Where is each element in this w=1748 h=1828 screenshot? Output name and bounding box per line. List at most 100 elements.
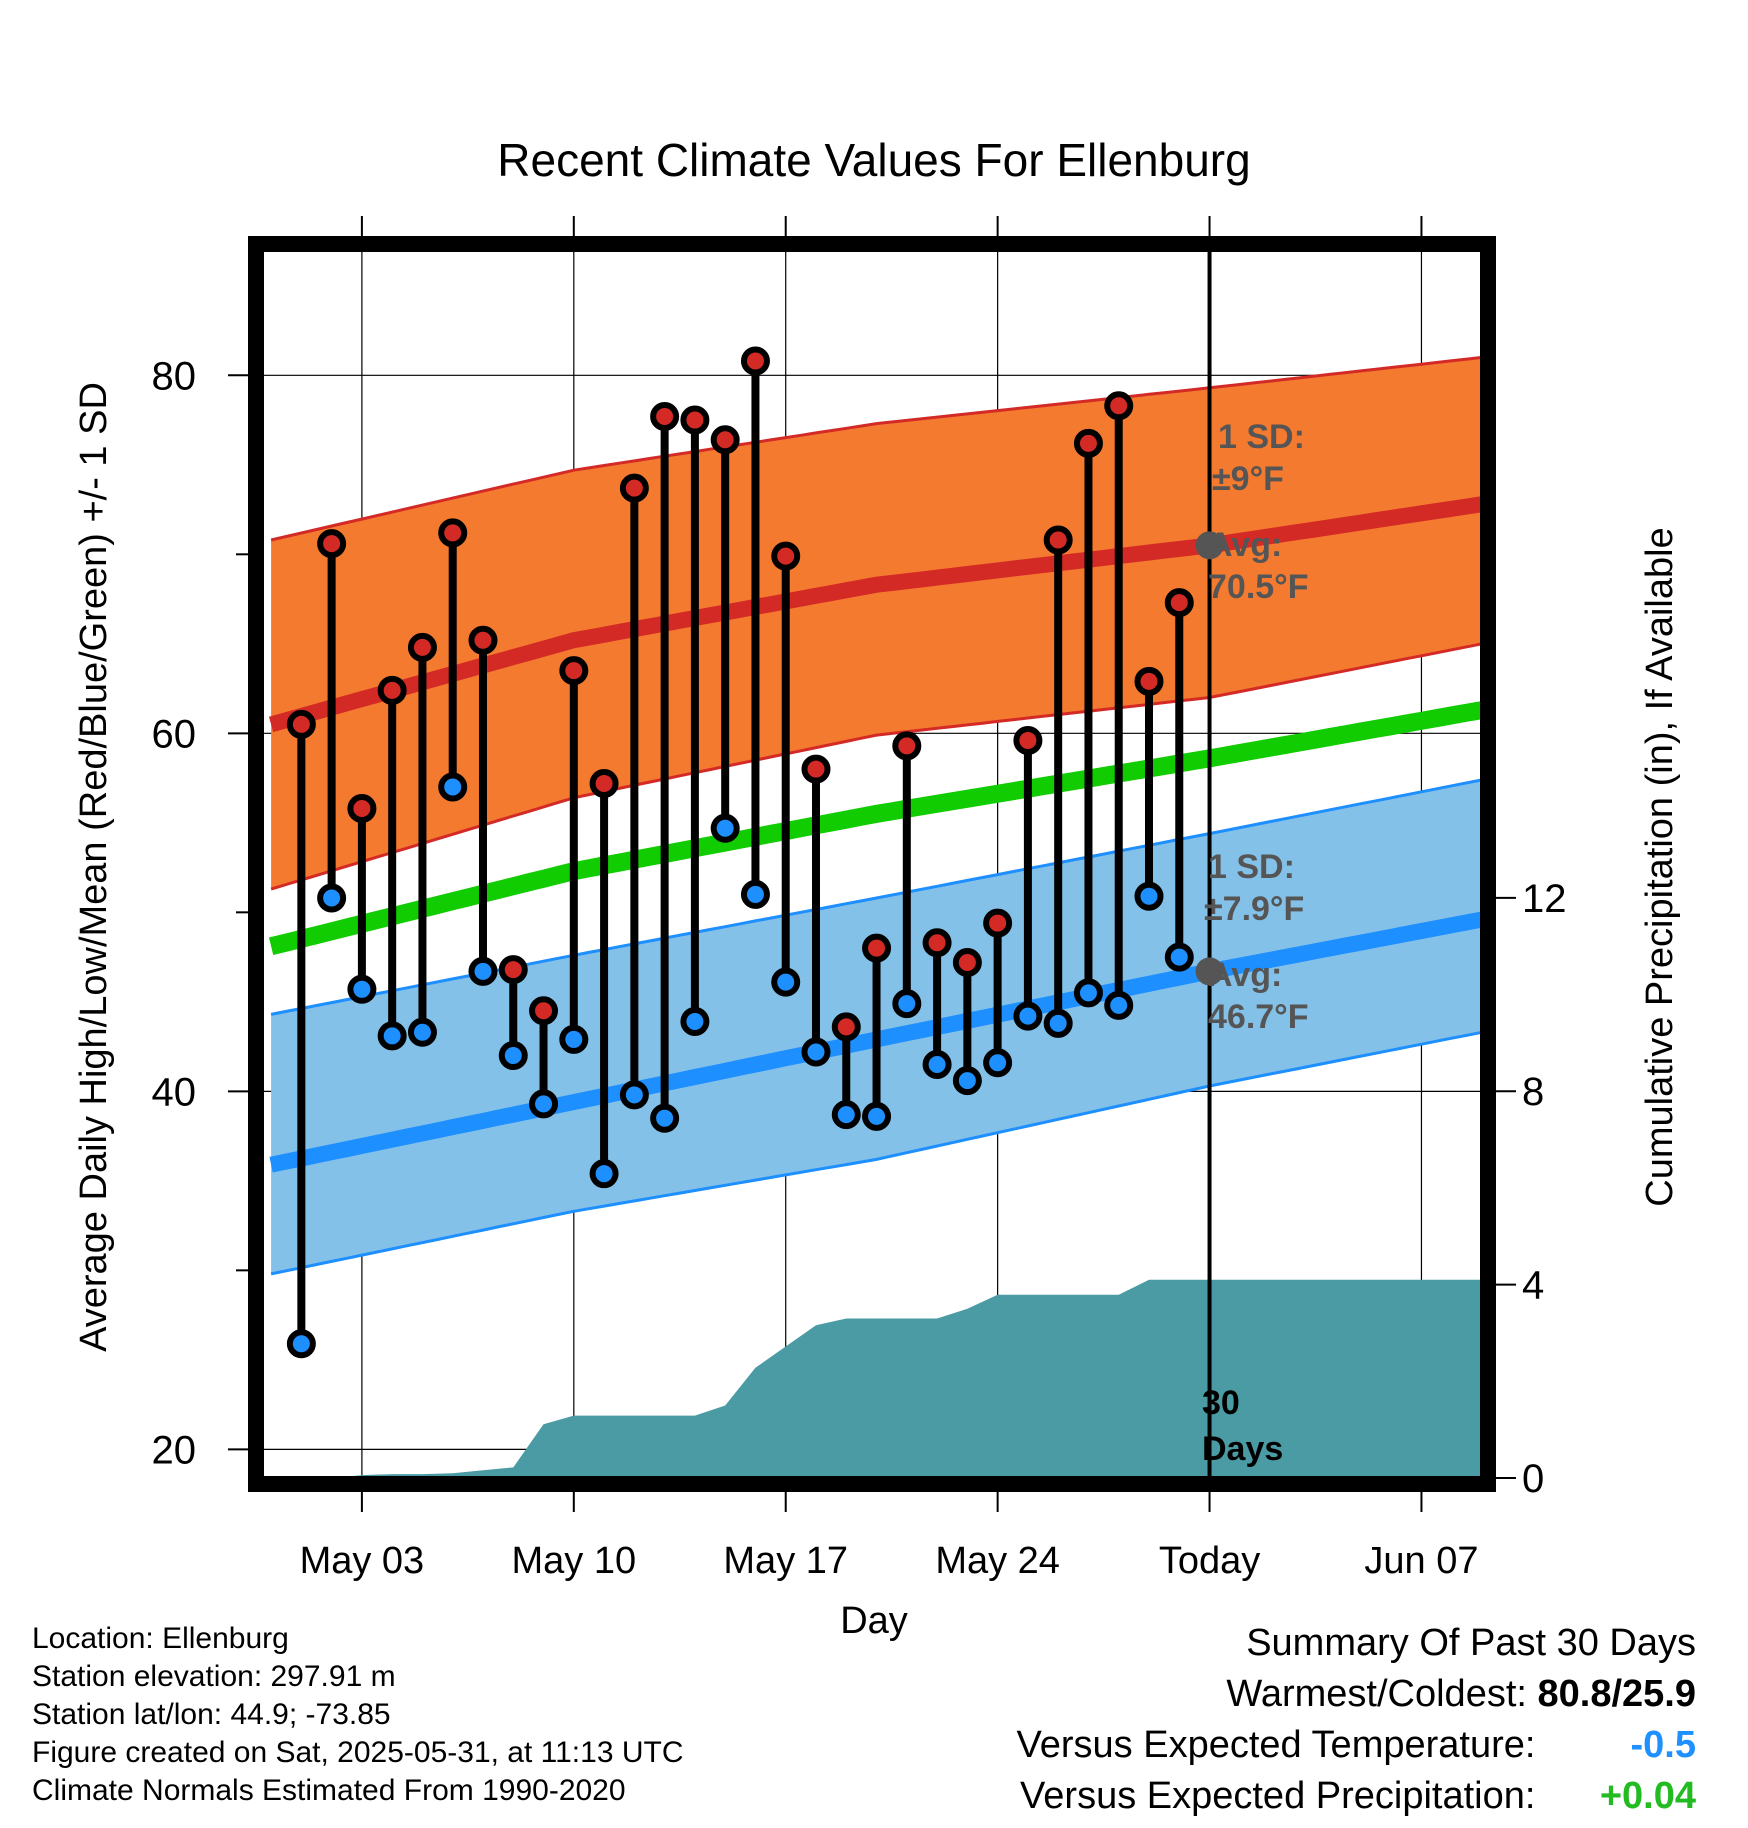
daily-low-point bbox=[559, 1024, 589, 1054]
daily-low-point bbox=[771, 967, 801, 997]
info-normals: Climate Normals Estimated From 1990-2020 bbox=[32, 1774, 626, 1807]
daily-high-point bbox=[1073, 428, 1103, 458]
daily-high-point bbox=[680, 405, 710, 435]
summary-precip-row: Versus Expected Precipitation: +0.04 bbox=[1017, 1771, 1696, 1822]
daily-low-point bbox=[407, 1017, 437, 1047]
daily-high-point bbox=[922, 928, 952, 958]
daily-low-point bbox=[377, 1021, 407, 1051]
summary-precip-label: Versus Expected Precipitation: bbox=[1020, 1775, 1536, 1817]
daily-high-point bbox=[347, 794, 377, 824]
daily-high-point bbox=[559, 656, 589, 686]
daily-low-point bbox=[862, 1101, 892, 1131]
daily-high-point bbox=[619, 473, 649, 503]
info-elevation: Station elevation: 297.91 m bbox=[32, 1660, 396, 1693]
y-right-tick-label: 8 bbox=[1522, 1070, 1544, 1114]
daily-low-point bbox=[1104, 990, 1134, 1020]
daily-high-point bbox=[438, 518, 468, 548]
daily-high-point bbox=[529, 996, 559, 1026]
x-tick-label: May 17 bbox=[723, 1540, 848, 1582]
daily-low-point bbox=[286, 1329, 316, 1359]
high-avg-value: 70.5°F bbox=[1208, 568, 1309, 606]
summary-panel: Summary Of Past 30 Days Warmest/Coldest:… bbox=[1017, 1618, 1696, 1822]
daily-low-point bbox=[710, 813, 740, 843]
x-tick-label: May 24 bbox=[935, 1540, 1060, 1582]
low-avg-value: 46.7°F bbox=[1208, 998, 1309, 1036]
daily-high-point bbox=[317, 529, 347, 559]
y-left-tick-label: 20 bbox=[152, 1428, 197, 1472]
daily-high-point bbox=[983, 908, 1013, 938]
daily-high-point bbox=[1013, 725, 1043, 755]
daily-low-point bbox=[468, 956, 498, 986]
days-count-label: 30 bbox=[1202, 1384, 1240, 1422]
daily-high-point bbox=[801, 754, 831, 784]
info-latlon: Station lat/lon: 44.9; -73.85 bbox=[32, 1698, 391, 1731]
summary-warmest-label: Warmest/Coldest: bbox=[1226, 1673, 1527, 1715]
daily-high-point bbox=[407, 632, 437, 662]
today-high-avg-marker bbox=[1195, 531, 1224, 560]
days-count-unit: Days bbox=[1202, 1430, 1283, 1468]
daily-high-point bbox=[831, 1012, 861, 1042]
plot-frame bbox=[248, 236, 1496, 1492]
low-sd-label: 1 SD: bbox=[1208, 848, 1295, 886]
normal-high-mean-line bbox=[268, 496, 1484, 733]
annot-layer: 1 SD: ±9°F Avg: 70.5°F 1 SD: ±7.9°F Avg: 46.7°F… bbox=[1195, 250, 1309, 1478]
y-right-tick-label: 4 bbox=[1522, 1264, 1544, 1308]
y-left-tick-label: 40 bbox=[152, 1070, 197, 1114]
daily-high-point bbox=[498, 955, 528, 985]
normal-high-band-lower-edge bbox=[270, 642, 1483, 891]
precip-layer bbox=[262, 1279, 1482, 1478]
bars-layer bbox=[286, 346, 1194, 1359]
daily-low-point bbox=[1043, 1008, 1073, 1038]
x-tick-label: Today bbox=[1159, 1540, 1260, 1582]
chart-title: Recent Climate Values For Ellenburg bbox=[497, 134, 1250, 186]
daily-high-point bbox=[710, 425, 740, 455]
daily-high-point bbox=[1164, 588, 1194, 618]
daily-low-point bbox=[650, 1103, 680, 1133]
daily-high-point bbox=[589, 768, 619, 798]
daily-low-point bbox=[740, 879, 770, 909]
precip-area bbox=[262, 1279, 1482, 1478]
summary-temp-label: Versus Expected Temperature: bbox=[1016, 1724, 1536, 1766]
daily-high-point bbox=[892, 731, 922, 761]
daily-high-point bbox=[286, 709, 316, 739]
daily-high-point bbox=[650, 401, 680, 431]
high-avg-label: Avg: bbox=[1208, 526, 1282, 564]
summary-precip-value: +0.04 bbox=[1599, 1775, 1696, 1817]
daily-low-point bbox=[347, 974, 377, 1004]
daily-low-point bbox=[952, 1066, 982, 1096]
daily-low-point bbox=[680, 1007, 710, 1037]
daily-high-point bbox=[377, 675, 407, 705]
today-low-avg-marker bbox=[1195, 957, 1224, 986]
y-left-tick-label: 60 bbox=[152, 712, 197, 756]
high-sd-value: ±9°F bbox=[1212, 460, 1284, 498]
daily-low-point bbox=[892, 989, 922, 1019]
daily-high-point bbox=[1043, 525, 1073, 555]
daily-low-point bbox=[1073, 978, 1103, 1008]
daily-high-point bbox=[1104, 391, 1134, 421]
daily-low-point bbox=[498, 1041, 528, 1071]
low-sd-value: ±7.9°F bbox=[1204, 890, 1304, 928]
summary-warmest-value: 80.8/25.9 bbox=[1537, 1673, 1696, 1715]
normal-high-band-upper-edge bbox=[270, 355, 1483, 542]
x-tick-label: May 10 bbox=[511, 1540, 636, 1582]
daily-high-point bbox=[1134, 666, 1164, 696]
daily-low-point bbox=[589, 1159, 619, 1189]
y-right-tick-label: 0 bbox=[1522, 1457, 1544, 1501]
daily-low-point bbox=[317, 883, 347, 913]
summary-title: Summary Of Past 30 Days bbox=[1246, 1622, 1696, 1664]
y-axis-right-label: Cumulative Precipitation (in), If Availa… bbox=[1639, 527, 1681, 1206]
daily-low-point bbox=[831, 1100, 861, 1130]
axes-layer: May 03 May 10 May 17 May 24 Today Jun 0720406… bbox=[152, 216, 1567, 1582]
y-right-tick-label: 12 bbox=[1522, 877, 1567, 921]
daily-high-point bbox=[740, 346, 770, 376]
daily-low-point bbox=[438, 772, 468, 802]
daily-low-point bbox=[1134, 881, 1164, 911]
x-tick-label: Jun 07 bbox=[1364, 1540, 1478, 1582]
y-axis-left-label: Average Daily High/Low/Mean (Red/Blue/Gr… bbox=[73, 382, 115, 1352]
info-location: Location: Ellenburg bbox=[32, 1622, 289, 1655]
daily-high-point bbox=[952, 947, 982, 977]
daily-high-point bbox=[771, 541, 801, 571]
x-axis-label: Day bbox=[840, 1600, 908, 1642]
summary-warmest-row: Warmest/Coldest: 80.8/25.9 bbox=[1017, 1669, 1696, 1720]
